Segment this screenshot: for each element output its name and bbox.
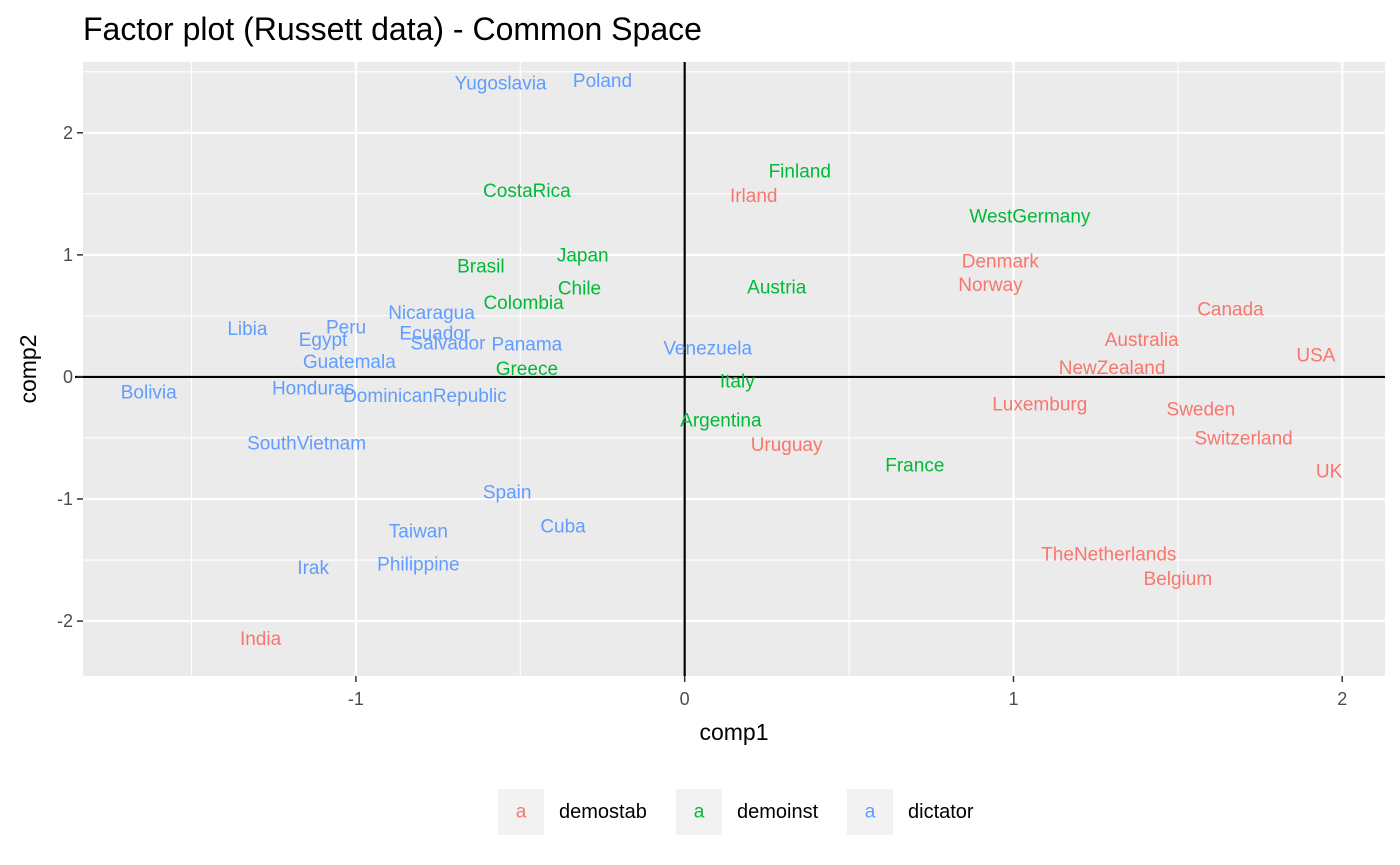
point-label: Yugoslavia [455, 73, 547, 94]
point-label: Italy [720, 371, 755, 392]
x-tick-label: -1 [348, 689, 364, 709]
point-label: Libia [227, 319, 268, 340]
y-tick-label: -2 [57, 611, 73, 631]
point-label: Luxemburg [992, 395, 1087, 416]
point-label: TheNetherlands [1041, 545, 1176, 566]
point-label: France [885, 456, 944, 477]
point-label: DominicanRepublic [343, 386, 507, 407]
x-axis-title: comp1 [699, 719, 768, 745]
x-tick-label: 2 [1337, 689, 1347, 709]
legend-key-glyph: a [516, 802, 527, 823]
y-axis-ticks: -2 -1 0 1 2 [57, 123, 83, 631]
point-label: SouthVietnam [247, 434, 366, 455]
point-label: Venezuela [663, 338, 752, 359]
point-label: USA [1296, 346, 1335, 367]
y-tick-label: -1 [57, 489, 73, 509]
legend-label: dictator [908, 801, 974, 823]
legend: a demostab a demoinst a dictator [498, 789, 974, 835]
point-label: Ecuador [399, 324, 470, 345]
y-tick-label: 0 [63, 367, 73, 387]
point-label: Sweden [1167, 399, 1236, 420]
point-label: Brasil [457, 257, 505, 278]
x-tick-label: 0 [680, 689, 690, 709]
legend-key-glyph: a [694, 802, 705, 823]
point-label: Switzerland [1195, 429, 1293, 450]
point-label: Panama [491, 335, 562, 356]
point-label: Australia [1105, 330, 1179, 351]
y-tick-label: 1 [63, 245, 73, 265]
point-label: CostaRica [483, 181, 571, 202]
legend-key-glyph: a [865, 802, 876, 823]
point-label: Philippine [377, 554, 459, 575]
point-label: Spain [483, 482, 532, 503]
point-label: Canada [1197, 299, 1264, 320]
point-label: Argentina [680, 410, 762, 431]
point-label: Japan [557, 246, 609, 267]
point-label: Nicaragua [388, 303, 475, 324]
point-label: Colombia [483, 293, 564, 314]
point-label: Chile [558, 279, 601, 300]
point-label: Irland [730, 186, 778, 207]
legend-key [847, 789, 893, 835]
point-label: Irak [297, 558, 329, 579]
legend-key [498, 789, 544, 835]
point-label: UK [1316, 462, 1343, 483]
point-label: Norway [958, 275, 1023, 296]
y-tick-label: 2 [63, 123, 73, 143]
legend-label: demoinst [737, 801, 819, 823]
x-tick-label: 1 [1008, 689, 1018, 709]
point-label: Cuba [540, 517, 586, 538]
plot-panel [83, 62, 1385, 676]
point-label: Bolivia [121, 382, 177, 403]
point-label: Poland [573, 71, 632, 92]
legend-label: demostab [559, 801, 647, 823]
x-axis-ticks: -1 0 1 2 [348, 676, 1347, 709]
point-label: India [240, 629, 282, 650]
point-label: Denmark [962, 252, 1040, 273]
point-label: Austria [747, 277, 807, 298]
point-label: Finland [769, 161, 831, 182]
point-label: Egypt [299, 330, 348, 351]
point-label: Honduras [272, 379, 354, 400]
point-label: Uruguay [751, 435, 823, 456]
point-label: NewZealand [1059, 358, 1166, 379]
y-axis-title: comp2 [15, 334, 41, 403]
point-label: Taiwan [389, 521, 448, 542]
point-label: WestGermany [969, 207, 1091, 228]
point-label: Belgium [1144, 569, 1213, 590]
reference-lines [75, 62, 1385, 676]
legend-key [676, 789, 722, 835]
point-label: Salvador [410, 333, 486, 354]
point-label: Peru [326, 318, 366, 339]
point-label: Greece [496, 359, 558, 380]
chart-title: Factor plot (Russett data) - Common Spac… [83, 11, 702, 47]
minor-gridlines [83, 62, 1385, 676]
point-label: Guatemala [303, 352, 396, 373]
